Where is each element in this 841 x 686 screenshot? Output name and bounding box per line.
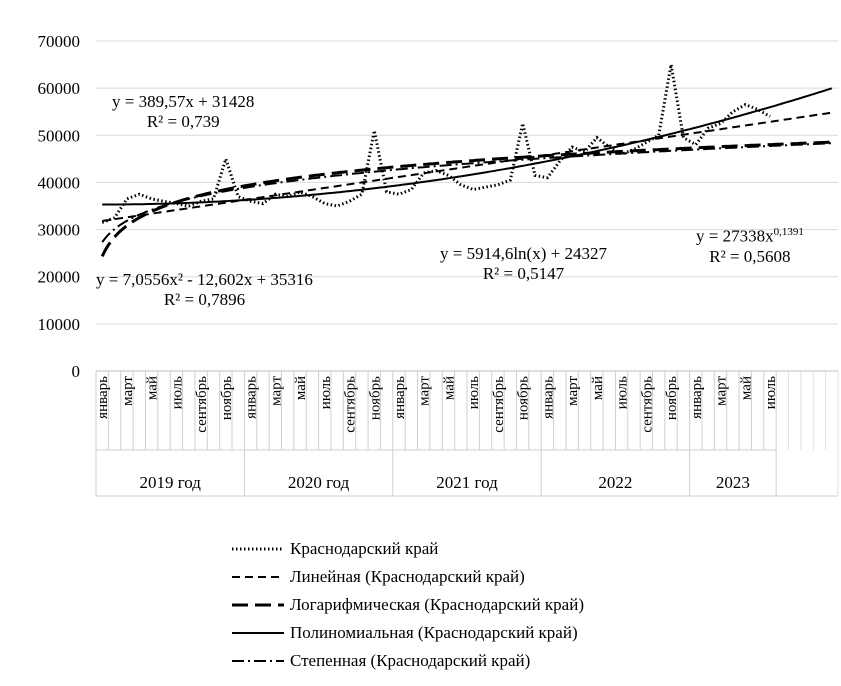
x-tick-label: март xyxy=(565,376,581,406)
x-tick-label: январь xyxy=(540,376,556,419)
y-tick-label: 20000 xyxy=(38,268,81,287)
y-tick-label: 30000 xyxy=(38,221,81,240)
annotation-log-equation: y = 5914,6ln(x) + 24327 xyxy=(440,244,607,264)
x-tick-label: январь xyxy=(244,376,260,419)
year-label: 2023 xyxy=(716,473,750,492)
x-tick-label: ноябрь xyxy=(516,376,532,420)
y-tick-label: 10000 xyxy=(38,315,81,334)
x-tick-label: июль xyxy=(615,376,631,409)
year-label: 2022 xyxy=(598,473,632,492)
x-tick-label: январь xyxy=(392,376,408,419)
x-tick-label: ноябрь xyxy=(219,376,235,420)
legend-swatch-solid xyxy=(232,626,286,640)
x-tick-label: ноябрь xyxy=(664,376,680,420)
x-tick-label: май xyxy=(590,376,606,400)
annotation-linear-r2: R² = 0,739 xyxy=(112,112,254,132)
x-tick-label: март xyxy=(120,376,136,406)
x-tick-label: январь xyxy=(95,376,111,419)
year-label: 2019 год xyxy=(139,473,201,492)
x-tick-label: июль xyxy=(169,376,185,409)
x-tick-label: май xyxy=(738,376,754,400)
x-tick-label: январь xyxy=(689,376,705,419)
legend-label: Краснодарский край xyxy=(290,538,438,560)
annotation-log-r2: R² = 0,5147 xyxy=(440,264,607,284)
x-tick-label: июль xyxy=(466,376,482,409)
x-tick-label: сентябрь xyxy=(343,376,359,433)
x-tick-label: май xyxy=(145,376,161,400)
legend-label: Полиномиальная (Краснодарский край) xyxy=(290,622,578,644)
legend-label: Степенная (Краснодарский край) xyxy=(290,650,530,672)
legend-swatch-dotted xyxy=(232,542,286,556)
annotation-polynomial-r2: R² = 0,7896 xyxy=(96,290,313,310)
x-tick-label: сентябрь xyxy=(639,376,655,433)
annotation-polynomial: y = 7,0556x² - 12,602x + 35316 R² = 0,78… xyxy=(96,270,313,310)
y-tick-label: 40000 xyxy=(38,173,81,192)
y-tick-label: 50000 xyxy=(38,126,81,145)
x-tick-label: май xyxy=(441,376,457,400)
legend-swatch-dashdot xyxy=(232,654,286,668)
annotation-log: y = 5914,6ln(x) + 24327 R² = 0,5147 xyxy=(440,244,607,284)
x-tick-label: март xyxy=(714,376,730,406)
x-tick-label: июль xyxy=(763,376,779,409)
annotation-power-exponent: 0,1391 xyxy=(774,226,804,238)
year-label: 2020 год xyxy=(288,473,350,492)
y-tick-label: 0 xyxy=(72,362,81,381)
annotation-power-equation: y = 27338x xyxy=(696,227,774,246)
legend-label: Линейная (Краснодарский край) xyxy=(290,566,525,588)
annotation-linear-equation: y = 389,57x + 31428 xyxy=(112,92,254,112)
y-tick-label: 60000 xyxy=(38,79,81,98)
x-tick-label: ноябрь xyxy=(367,376,383,420)
annotation-polynomial-equation: y = 7,0556x² - 12,602x + 35316 xyxy=(96,270,313,290)
annotation-power: y = 27338x0,1391 R² = 0,5608 xyxy=(696,222,804,267)
x-tick-label: март xyxy=(417,376,433,406)
annotation-linear: y = 389,57x + 31428 R² = 0,739 xyxy=(112,92,254,132)
year-label: 2021 год xyxy=(436,473,498,492)
legend-label: Логарифмическая (Краснодарский край) xyxy=(290,594,584,616)
legend-swatch-longdash xyxy=(232,598,286,612)
legend-swatch-dashed xyxy=(232,570,286,584)
annotation-power-r2: R² = 0,5608 xyxy=(696,247,804,267)
x-tick-label: май xyxy=(293,376,309,400)
x-tick-label: сентябрь xyxy=(491,376,507,433)
x-tick-label: сентябрь xyxy=(194,376,210,433)
x-tick-label: март xyxy=(268,376,284,406)
y-tick-label: 70000 xyxy=(38,32,81,51)
x-tick-label: июль xyxy=(318,376,334,409)
